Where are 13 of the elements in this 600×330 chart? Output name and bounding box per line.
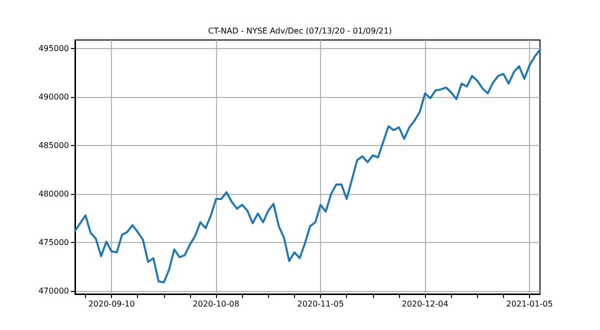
- x-tick-label: 2020-11-05: [297, 300, 344, 308]
- y-tick-label: 475000: [38, 238, 69, 248]
- x-tick-label: 2021-01-05: [506, 300, 553, 308]
- x-tick-label: 2020-09-10: [88, 300, 135, 308]
- y-tick-label: 470000: [38, 286, 69, 296]
- x-tick-label: 2020-12-04: [402, 300, 448, 308]
- line-series: [74, 48, 541, 284]
- y-tick-label: 480000: [38, 190, 69, 199]
- y-tick-label: 485000: [38, 141, 69, 150]
- chart-title: CT-NAD - NYSE Adv/Dec (07/13/20 - 01/09/21): [208, 26, 392, 36]
- y-tick-label: 490000: [38, 92, 69, 102]
- y-tick-label: 495000: [38, 44, 69, 54]
- x-tick-label: 2020-10-08: [192, 300, 240, 308]
